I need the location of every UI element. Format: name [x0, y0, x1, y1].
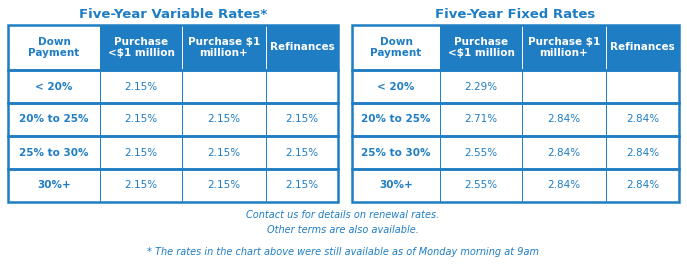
Bar — [266, 136, 338, 169]
Text: 25% to 30%: 25% to 30% — [361, 147, 431, 157]
Bar — [8, 70, 338, 103]
Bar — [440, 136, 522, 169]
Bar — [606, 169, 679, 202]
Text: 25% to 30%: 25% to 30% — [19, 147, 89, 157]
Bar — [182, 136, 266, 169]
Text: Purchase
<$1 million: Purchase <$1 million — [447, 37, 515, 58]
Bar — [440, 169, 522, 202]
Text: 20% to 25%: 20% to 25% — [19, 114, 89, 124]
Text: < 20%: < 20% — [377, 82, 415, 92]
Bar — [352, 169, 679, 202]
Text: Contact us for details on renewal rates.: Contact us for details on renewal rates. — [247, 210, 440, 220]
Text: Purchase $1
million+: Purchase $1 million+ — [528, 37, 600, 58]
Text: 30%+: 30%+ — [379, 181, 413, 191]
Bar — [440, 25, 522, 70]
Bar — [606, 136, 679, 169]
Bar — [266, 169, 338, 202]
Text: 2.15%: 2.15% — [124, 181, 157, 191]
Bar — [266, 25, 338, 70]
Bar — [352, 169, 440, 202]
Text: 2.15%: 2.15% — [207, 147, 240, 157]
Bar — [440, 103, 522, 136]
Text: 2.15%: 2.15% — [124, 147, 157, 157]
Text: 2.15%: 2.15% — [285, 181, 319, 191]
Bar — [352, 70, 440, 103]
Text: 2.29%: 2.29% — [464, 82, 497, 92]
Text: < 20%: < 20% — [35, 82, 73, 92]
Text: 2.55%: 2.55% — [464, 147, 497, 157]
Bar — [8, 169, 100, 202]
Text: 2.15%: 2.15% — [124, 82, 157, 92]
Bar — [352, 103, 679, 136]
Bar — [606, 70, 679, 103]
Text: Purchase $1
million+: Purchase $1 million+ — [188, 37, 260, 58]
Bar — [8, 25, 338, 70]
Text: Five-Year Variable Rates*: Five-Year Variable Rates* — [79, 8, 267, 22]
Bar — [352, 70, 679, 103]
Text: 2.84%: 2.84% — [548, 147, 581, 157]
Bar — [440, 70, 522, 103]
Bar — [266, 103, 338, 136]
Bar — [182, 25, 266, 70]
Text: 2.71%: 2.71% — [464, 114, 497, 124]
Text: 2.15%: 2.15% — [285, 114, 319, 124]
Bar — [100, 169, 182, 202]
Bar — [182, 169, 266, 202]
Text: 2.84%: 2.84% — [626, 114, 659, 124]
Text: 2.15%: 2.15% — [207, 181, 240, 191]
Text: Refinances: Refinances — [269, 42, 335, 52]
Text: 20% to 25%: 20% to 25% — [361, 114, 431, 124]
Bar — [352, 136, 679, 169]
Bar — [352, 103, 440, 136]
Text: * The rates in the chart above were still available as of Monday morning at 9am: * The rates in the chart above were stil… — [147, 247, 539, 257]
Text: 2.55%: 2.55% — [464, 181, 497, 191]
Text: Down
Payment: Down Payment — [28, 37, 80, 58]
Bar — [522, 103, 606, 136]
Bar — [8, 70, 100, 103]
Text: 30%+: 30%+ — [37, 181, 71, 191]
Bar — [8, 136, 100, 169]
Bar — [100, 103, 182, 136]
Text: Other terms are also available.: Other terms are also available. — [267, 225, 419, 235]
Bar — [352, 136, 440, 169]
Text: 2.84%: 2.84% — [626, 181, 659, 191]
Bar — [8, 136, 338, 169]
Bar — [522, 136, 606, 169]
Bar — [606, 25, 679, 70]
Text: Purchase
<$1 million: Purchase <$1 million — [108, 37, 174, 58]
Bar — [100, 136, 182, 169]
Bar — [606, 103, 679, 136]
Bar — [522, 25, 606, 70]
Text: 2.15%: 2.15% — [124, 114, 157, 124]
Bar — [522, 169, 606, 202]
Text: 2.15%: 2.15% — [285, 147, 319, 157]
Text: 2.84%: 2.84% — [548, 181, 581, 191]
Bar — [100, 70, 182, 103]
Bar — [352, 25, 679, 70]
Text: Five-Year Fixed Rates: Five-Year Fixed Rates — [436, 8, 596, 22]
Text: 2.15%: 2.15% — [207, 114, 240, 124]
Bar — [100, 25, 182, 70]
Bar — [8, 103, 100, 136]
Bar — [182, 103, 266, 136]
Bar — [182, 70, 266, 103]
Bar — [522, 70, 606, 103]
Bar — [8, 169, 338, 202]
Text: 2.84%: 2.84% — [548, 114, 581, 124]
Text: Down
Payment: Down Payment — [370, 37, 422, 58]
Text: 2.84%: 2.84% — [626, 147, 659, 157]
Bar — [8, 103, 338, 136]
Bar — [352, 25, 440, 70]
Bar — [266, 70, 338, 103]
Bar — [8, 25, 100, 70]
Text: Refinances: Refinances — [610, 42, 675, 52]
